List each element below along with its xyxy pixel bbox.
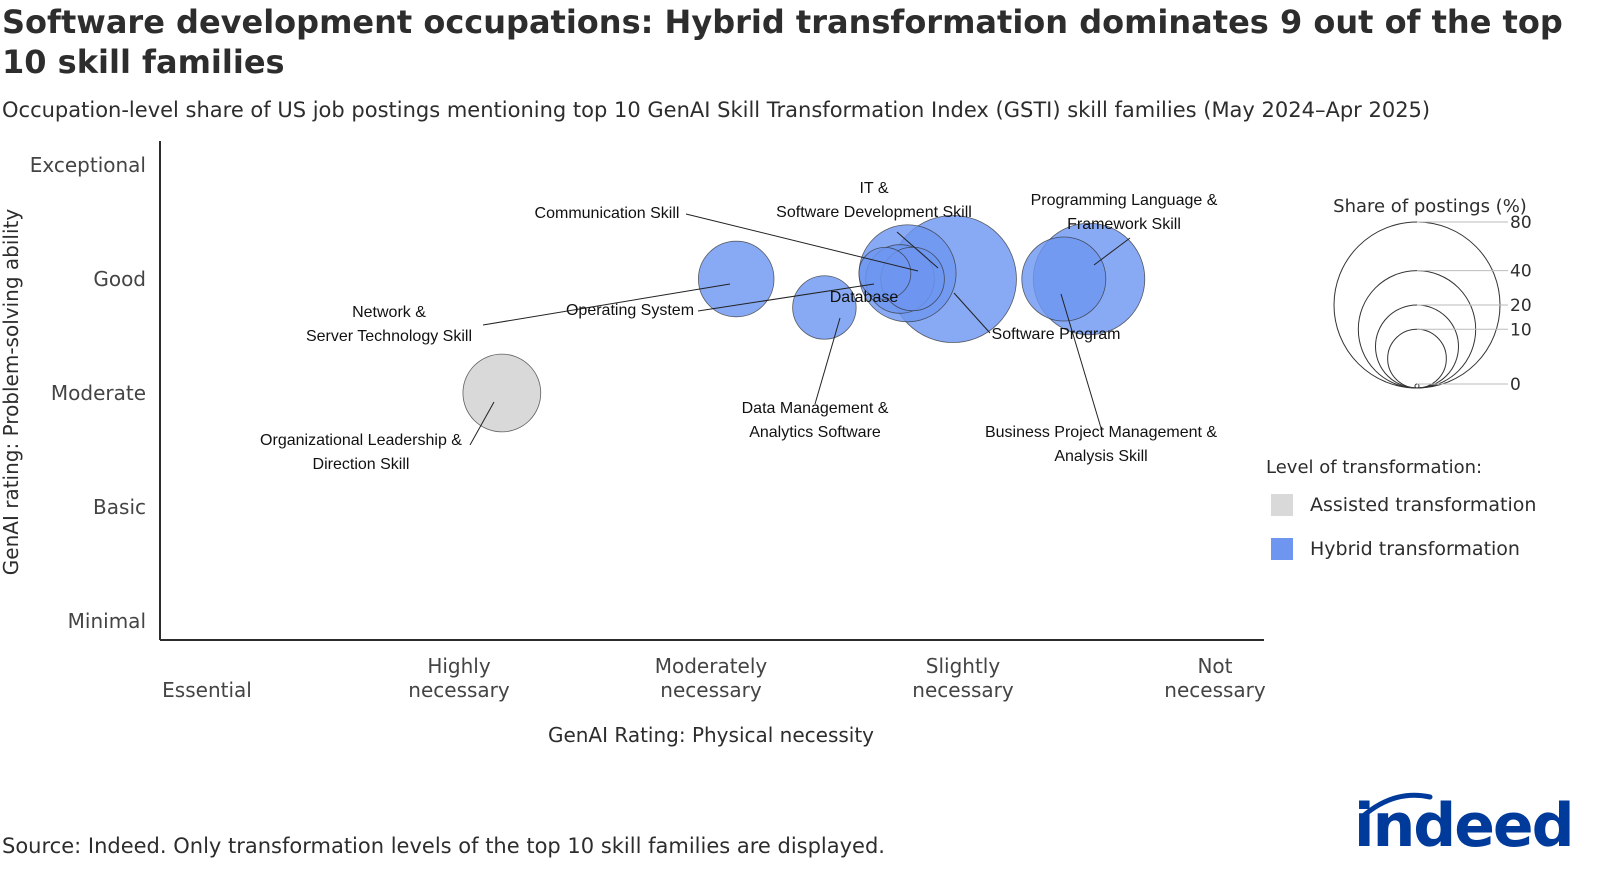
x-axis-title: GenAI Rating: Physical necessity bbox=[548, 723, 874, 747]
y-axis-title: GenAI rating: Problem-solving ability bbox=[0, 209, 23, 576]
color-legend-label: Assisted transformation bbox=[1310, 494, 1536, 516]
bubble-label-line: Programming Language & bbox=[1031, 192, 1218, 209]
size-legend-value: 0 bbox=[1510, 375, 1521, 395]
bubble-label: Network & Server Technology Skill bbox=[306, 304, 472, 345]
size-legend-value: 10 bbox=[1510, 320, 1532, 340]
color-legend: Level of transformation: Assisted transfo… bbox=[1266, 457, 1536, 560]
bubble bbox=[792, 275, 857, 340]
bubble-label-line: Software Program bbox=[992, 326, 1121, 343]
bubble-label: Communication Skill bbox=[535, 205, 680, 222]
leader-line bbox=[953, 292, 991, 334]
x-tick-label: necessary bbox=[912, 678, 1014, 702]
chart-title: Software development occupations: Hybrid… bbox=[2, 3, 1563, 81]
bubble-label-line: Organizational Leadership & bbox=[260, 432, 462, 449]
size-legend: Share of postings (%)80 40 20 10 0 bbox=[1333, 196, 1531, 395]
y-tick-label: Moderate bbox=[51, 381, 146, 405]
bubble-label-line: Direction Skill bbox=[313, 456, 410, 473]
bubble-label: Operating System bbox=[566, 302, 694, 319]
size-legend-title: Share of postings (%) bbox=[1333, 196, 1527, 217]
bubble-label: Programming Language & Framework Skill bbox=[1031, 192, 1218, 233]
leader-line bbox=[814, 317, 841, 405]
bubble bbox=[1021, 236, 1107, 322]
x-tick-label: necessary bbox=[1164, 678, 1266, 702]
leader-line bbox=[1060, 293, 1102, 429]
size-legend-value: 20 bbox=[1510, 296, 1532, 316]
bubble-label: Database bbox=[830, 289, 899, 306]
bubble-label-line: Software Development Skill bbox=[776, 204, 972, 221]
y-tick-label: Basic bbox=[93, 495, 146, 519]
leader-line bbox=[697, 283, 875, 312]
bubble-labels-layer: Organizational Leadership & Direction Ski… bbox=[260, 180, 1218, 473]
size-legend-circle bbox=[1387, 328, 1447, 389]
bubble-label-line: Server Technology Skill bbox=[306, 328, 472, 345]
leader-line bbox=[1093, 237, 1131, 266]
bubble bbox=[462, 353, 542, 433]
size-legend-circle bbox=[1414, 383, 1420, 389]
bubble-label-line: Operating System bbox=[566, 302, 694, 319]
size-legend-value: 40 bbox=[1510, 262, 1532, 282]
y-tick-label: Good bbox=[93, 267, 146, 291]
indeed-logo-text: indeed bbox=[1354, 791, 1575, 861]
y-tick-label: Minimal bbox=[68, 609, 146, 633]
bubble-label: Organizational Leadership & Direction Ski… bbox=[260, 432, 462, 473]
x-tick-label: Moderately bbox=[655, 654, 768, 678]
bubble-label-line: IT & bbox=[859, 180, 888, 197]
leader-line bbox=[482, 283, 731, 326]
bubble bbox=[858, 246, 912, 300]
chart-subtitle: Occupation-level share of US job posting… bbox=[2, 98, 1431, 122]
leader-line bbox=[469, 401, 495, 446]
bubble-label-line: Business Project Management & bbox=[985, 424, 1217, 441]
bubble-label-line: Data Management & bbox=[742, 400, 889, 417]
bubble-label-line: Database bbox=[830, 289, 899, 306]
bubble-label-line: Network & bbox=[352, 304, 426, 321]
size-legend-value: 80 bbox=[1510, 213, 1532, 233]
leader-line bbox=[896, 231, 939, 269]
x-tick-label: necessary bbox=[660, 678, 762, 702]
x-tick-label: Highly bbox=[427, 654, 491, 678]
bubble-chart: Organizational Leadership & Direction Ski… bbox=[0, 141, 1536, 747]
indeed-logo: indeed bbox=[1354, 791, 1575, 861]
y-tick-label: Exceptional bbox=[30, 153, 146, 177]
source-note: Source: Indeed. Only transformation leve… bbox=[2, 834, 885, 858]
color-legend-swatch bbox=[1271, 494, 1293, 516]
bubble-label-line: Analysis Skill bbox=[1054, 448, 1147, 465]
bubble-label: Data Management & Analytics Software bbox=[742, 400, 889, 441]
bubble bbox=[697, 240, 775, 318]
bubble-label: Software Program bbox=[992, 326, 1121, 343]
x-tick-label: Not bbox=[1197, 654, 1232, 678]
bubble-label-line: Analytics Software bbox=[749, 424, 881, 441]
bubble-label-line: Communication Skill bbox=[535, 205, 680, 222]
bubble-label: IT & Software Development Skill bbox=[776, 180, 972, 221]
size-legend-circle bbox=[1375, 304, 1459, 389]
logo-arc-icon bbox=[1359, 792, 1433, 820]
bubble-label-line: Framework Skill bbox=[1067, 216, 1181, 233]
bubbles-layer bbox=[462, 215, 1146, 433]
color-legend-label: Hybrid transformation bbox=[1310, 538, 1520, 560]
color-legend-swatch bbox=[1271, 538, 1293, 560]
bubble-label: Business Project Management & Analysis Sk… bbox=[985, 424, 1217, 465]
color-legend-title: Level of transformation: bbox=[1266, 457, 1482, 478]
x-tick-label: Essential bbox=[162, 678, 252, 702]
leader-lines-layer bbox=[469, 213, 1131, 446]
axes-layer: Minimal Basic Moderate Good Exceptional Essen… bbox=[0, 141, 1266, 747]
leader-line bbox=[685, 213, 919, 272]
x-tick-label: Slightly bbox=[926, 654, 1001, 678]
x-tick-label: necessary bbox=[408, 678, 510, 702]
